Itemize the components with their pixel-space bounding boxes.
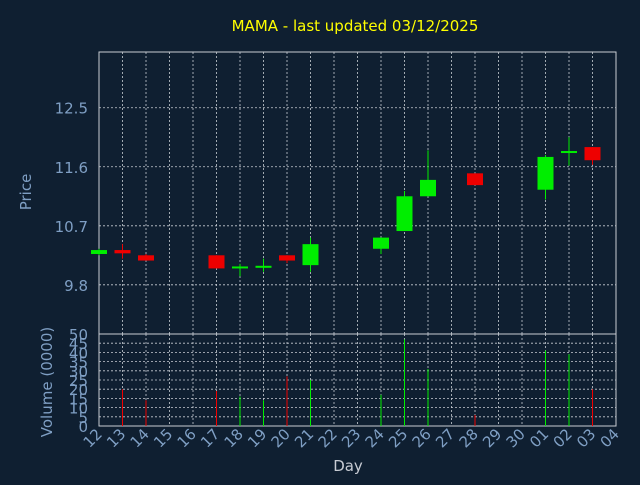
volume-tick-label: 40 bbox=[69, 344, 88, 362]
candle-body bbox=[467, 173, 483, 186]
candle-body bbox=[373, 237, 389, 249]
candles bbox=[91, 137, 601, 277]
volume-tick-label: 15 bbox=[69, 390, 88, 408]
price-tick-labels: 9.8 10.7 11.6 12.5 bbox=[55, 100, 88, 295]
candle-body bbox=[138, 255, 154, 261]
candle-body bbox=[584, 147, 601, 161]
price-tick-label: 12.5 bbox=[55, 100, 88, 118]
price-gridlines bbox=[99, 52, 616, 334]
volume-tick-label: 10 bbox=[69, 400, 88, 418]
price-tick-label: 11.6 bbox=[55, 159, 88, 177]
candle-body bbox=[420, 179, 436, 197]
candle-body bbox=[279, 255, 295, 261]
volume-axis-label: Volume (0000) bbox=[38, 327, 56, 437]
price-tick-label: 9.8 bbox=[64, 277, 88, 295]
volume-tick-label: 5 bbox=[78, 409, 88, 427]
candle-body bbox=[208, 255, 225, 269]
volume-bars bbox=[122, 339, 593, 426]
volume-tick-label: 30 bbox=[69, 363, 88, 381]
volume-tick-label: 35 bbox=[69, 354, 88, 372]
volume-tick-label: 25 bbox=[69, 372, 88, 390]
volume-tick-label: 45 bbox=[69, 335, 88, 353]
candle-body bbox=[255, 265, 272, 268]
volume-panel-frame bbox=[98, 333, 617, 427]
candle-body bbox=[396, 196, 413, 232]
candle-body bbox=[91, 250, 107, 254]
candle-body bbox=[302, 244, 319, 266]
day-tick-labels: 1213141516171819202122232425262728293001… bbox=[80, 425, 623, 451]
candle-body bbox=[114, 250, 131, 254]
candle-body bbox=[561, 151, 577, 154]
candle-body bbox=[232, 266, 248, 269]
price-axis-label: Price bbox=[17, 174, 35, 211]
price-tick-label: 10.7 bbox=[55, 218, 88, 236]
volume-tick-label: 20 bbox=[69, 381, 88, 399]
chart-title: MAMA - last updated 03/12/2025 bbox=[232, 17, 479, 35]
candle-body bbox=[537, 156, 554, 190]
volume-tick-label: 50 bbox=[69, 326, 88, 344]
volume-tick-label: 0 bbox=[78, 418, 88, 436]
x-axis-label: Day bbox=[333, 457, 363, 475]
